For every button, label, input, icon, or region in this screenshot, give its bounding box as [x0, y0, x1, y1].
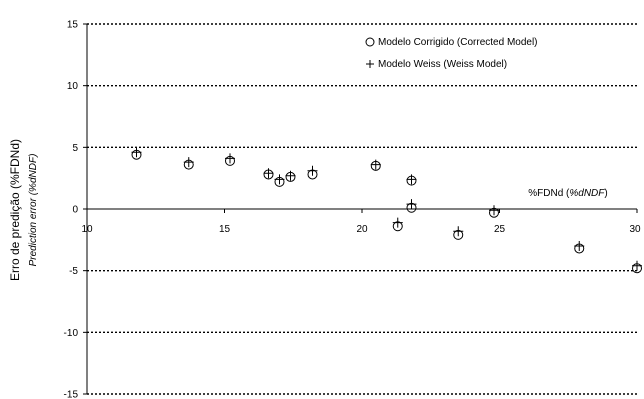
point-weiss-model: [489, 205, 499, 216]
y-tick-label: -15: [64, 390, 79, 399]
legend-marker-circle: [365, 37, 375, 47]
legend-item-weiss: Modelo Weiss (Weiss Model): [366, 59, 507, 70]
y-axis-label: Erro de predição (%FDNd): [8, 139, 22, 281]
point-weiss-model: [274, 174, 285, 185]
legend: Modelo Corrigido (Corrected Model) Model…: [365, 37, 538, 70]
x-axis-label-main: %FDNd (: [528, 188, 570, 199]
point-weiss-model: [370, 159, 381, 170]
y-tick-label: 5: [72, 143, 78, 154]
x-tick-label: 25: [494, 224, 506, 235]
point-weiss-model: [225, 153, 235, 164]
x-tick-label: 20: [356, 224, 368, 235]
point-weiss-model: [632, 260, 642, 271]
legend-item-corrected: Modelo Corrigido (Corrected Model): [365, 37, 538, 48]
point-weiss-model: [406, 174, 417, 185]
y-tick-label: 15: [67, 20, 79, 31]
point-weiss-model: [406, 199, 417, 210]
legend-label-weiss: Modelo Weiss (Weiss Model): [378, 59, 507, 70]
x-tick-label: 30: [629, 224, 641, 235]
x-axis-label: %FDNd (%dNDF): [528, 188, 607, 199]
y-tick-label: -10: [64, 328, 79, 339]
x-axis-label-italic: %dNDF: [569, 188, 605, 199]
y-tick-label: -5: [69, 266, 78, 277]
y-tick-label: 0: [72, 205, 78, 216]
point-weiss-model: [263, 168, 274, 179]
point-weiss-model: [574, 241, 585, 251]
legend-label-corrected: Modelo Corrigido (Corrected Model): [378, 37, 538, 48]
point-weiss-model: [131, 147, 142, 158]
x-tick-label: 15: [219, 224, 231, 235]
axes: [83, 23, 638, 395]
point-weiss-model: [392, 217, 403, 228]
x-axis-label-close: ): [604, 188, 607, 199]
point-weiss-model: [285, 170, 296, 181]
y-axis-sublabel: Prediction error (%dNDF): [28, 154, 39, 267]
tick-labels: 15 10 5 0 -5 -10 -15 10 15 20 25 30: [64, 20, 641, 399]
y-tick-label: 10: [67, 81, 79, 92]
point-weiss-model: [183, 157, 194, 168]
point-weiss-model: [307, 165, 318, 176]
x-tick-label: 10: [81, 224, 93, 235]
data-points: [131, 147, 642, 274]
legend-marker-plus: [366, 60, 374, 68]
point-weiss-model: [453, 226, 464, 237]
